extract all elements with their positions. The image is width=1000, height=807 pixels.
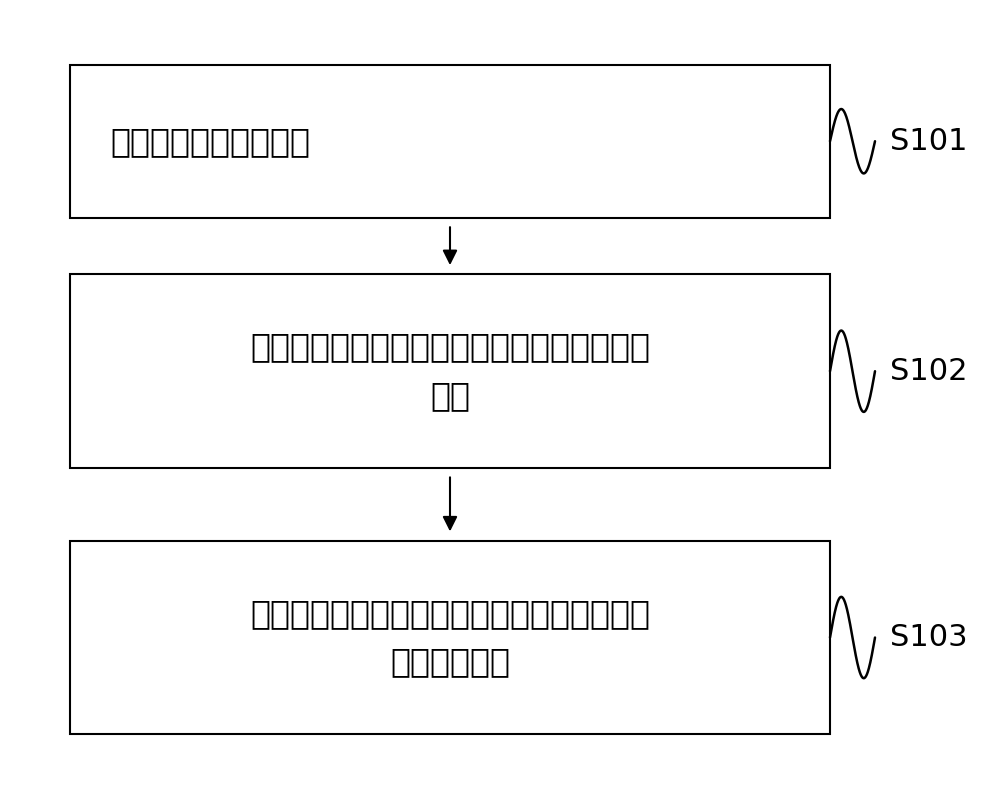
Text: S101: S101 [890,127,968,156]
Text: S102: S102 [890,357,968,386]
Text: 实时获取移动过程中所述耦合波导环的散射参
数；: 实时获取移动过程中所述耦合波导环的散射参 数； [250,330,650,412]
Text: 根据所述散射参数确定所述耦合波导环是否位
于预定位置。: 根据所述散射参数确定所述耦合波导环是否位 于预定位置。 [250,596,650,679]
Bar [70,541,830,734]
Bar [70,65,830,218]
Text: S103: S103 [890,623,968,652]
Bar [70,274,830,468]
Text: 控制耦合波导环移动；: 控制耦合波导环移动； [110,125,310,157]
